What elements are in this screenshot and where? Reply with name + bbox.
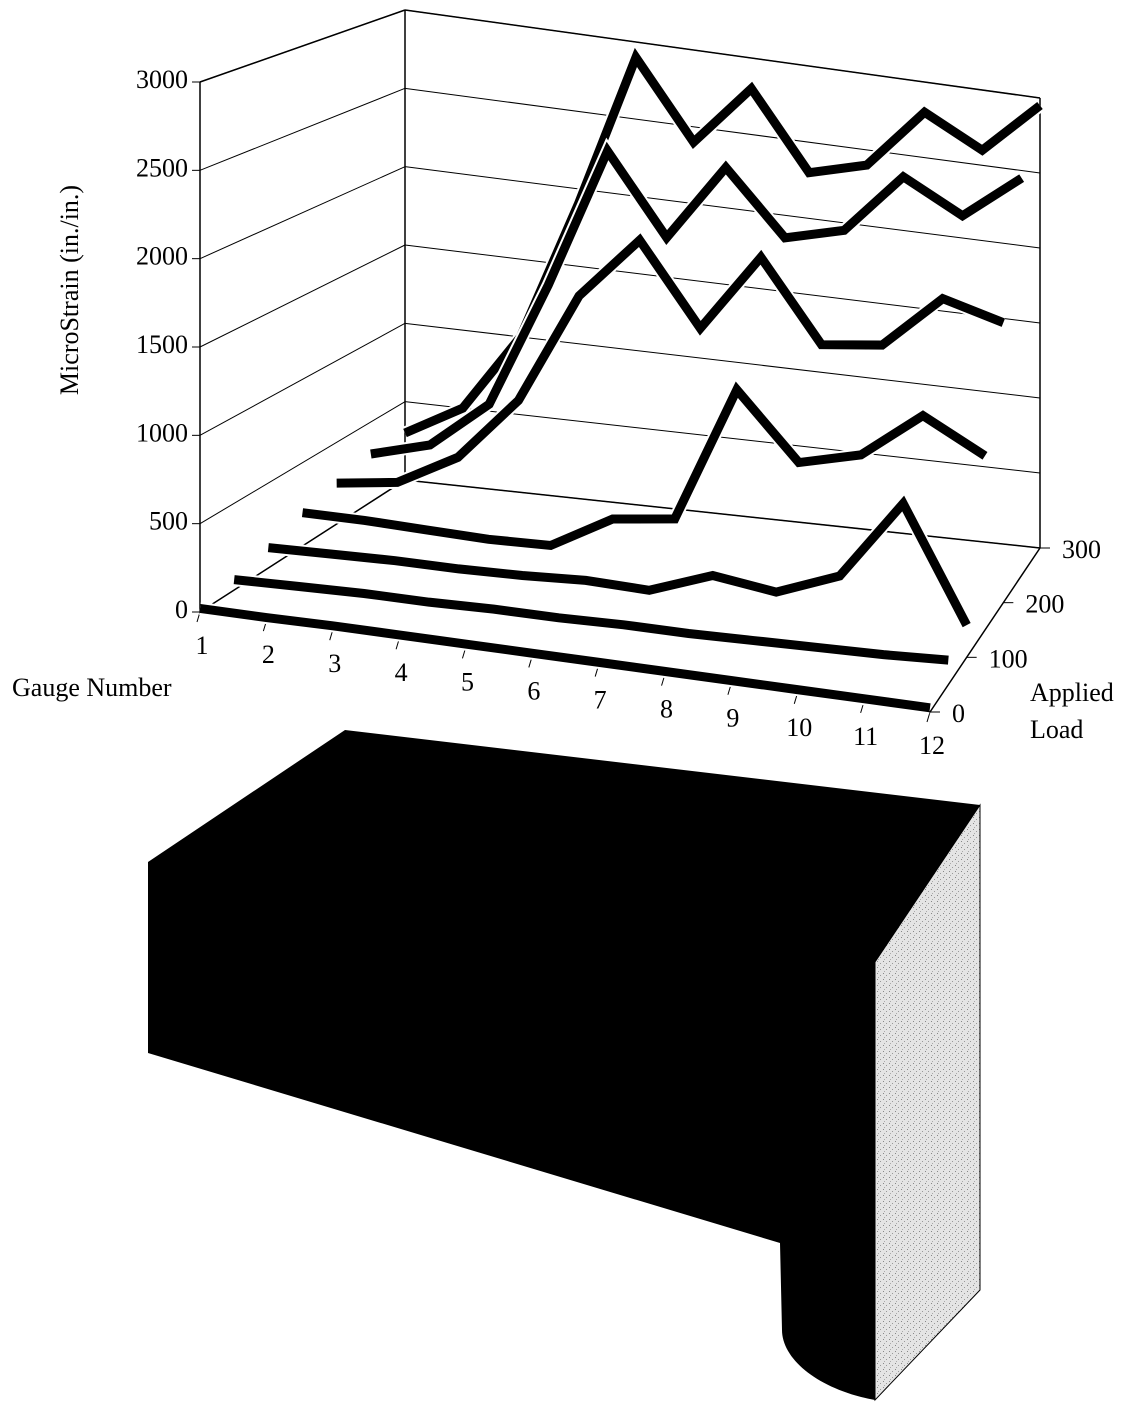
x-tick-label: 2 [262,640,275,669]
grid-line [404,322,1041,399]
series-ribbon [267,495,971,628]
beam-illustration [148,730,981,1402]
grid-line [404,9,1041,99]
x-tick-label: 7 [594,686,607,715]
y-axis-title: MicroStrain (in./in.) [55,185,84,395]
x-tick-label: 6 [527,676,540,705]
x-axis-title: Gauge Number [12,673,172,702]
grid-line [199,401,406,525]
x-tick-label: 1 [196,631,209,660]
y-tick-label: 500 [149,507,188,536]
x-tick-label: 12 [919,731,945,760]
series-ribbon [370,141,1025,459]
x-tick-label: 5 [461,667,474,696]
z-tick-label: 0 [952,699,965,728]
x-tick-label: 4 [395,658,408,687]
x-tick-label: 9 [726,704,739,733]
x-tick-label: 10 [786,713,812,742]
grid-line [199,9,406,83]
series-ribbon [301,381,988,551]
series-ribbon [336,233,1005,488]
y-tick-label: 2000 [136,242,188,271]
series-ribbon [199,604,931,713]
axis-line [929,547,1041,713]
y-tick-label: 1000 [136,418,188,447]
x-tick-label: 8 [660,695,673,724]
y-tick-label: 0 [175,595,188,624]
grid-line [199,322,406,436]
grid-line [404,479,1041,549]
x-tick-label: 3 [328,649,341,678]
series-ribbon [233,575,949,665]
y-tick-label: 1500 [136,330,188,359]
grid-line [404,166,1041,249]
x-tick-label: 11 [853,722,878,751]
z-tick-label: 200 [1025,590,1064,619]
grid-line [199,166,406,260]
y-tick-label: 2500 [136,153,188,182]
grid-line [404,87,1041,174]
tick-mark [926,711,931,723]
grid-line [199,244,406,348]
z-axis-title: Load [1030,715,1083,744]
grid-line [199,87,406,171]
z-tick-label: 100 [989,644,1028,673]
z-tick-label: 300 [1062,535,1101,564]
z-axis-title: Applied [1030,678,1114,707]
y-tick-label: 3000 [136,65,188,94]
